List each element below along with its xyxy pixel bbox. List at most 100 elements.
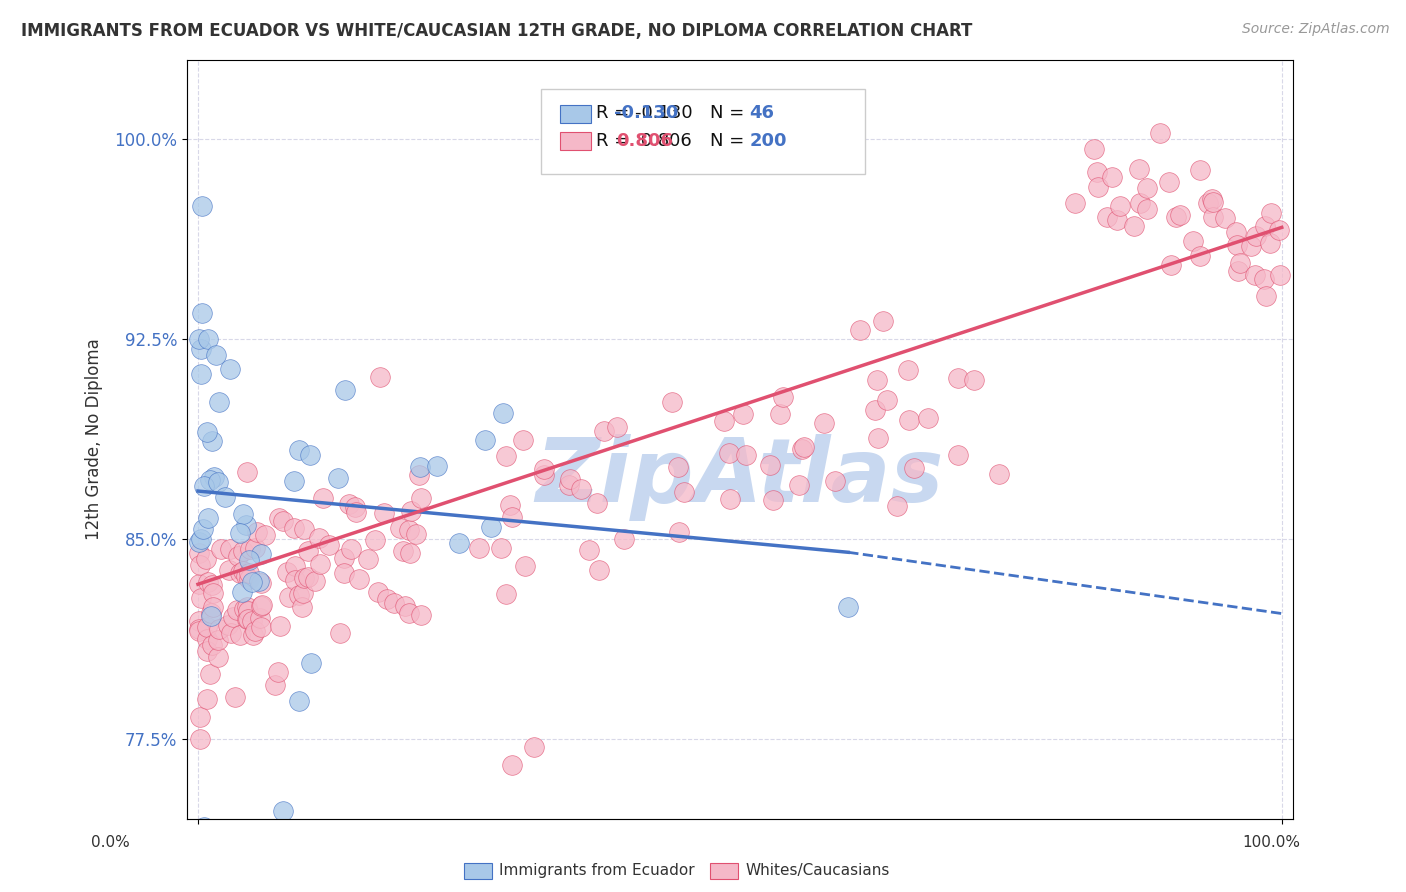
Whites/Caucasians — [188, 624, 211, 639]
Whites/Caucasians — [294, 522, 316, 536]
Text: 46: 46 — [749, 104, 775, 122]
Whites/Caucasians — [515, 559, 537, 574]
Whites/Caucasians — [917, 411, 939, 425]
Whites/Caucasians — [585, 496, 607, 510]
Y-axis label: 12th Grade, No Diploma: 12th Grade, No Diploma — [86, 338, 103, 540]
Whites/Caucasians — [1136, 181, 1159, 195]
Whites/Caucasians — [761, 492, 783, 507]
Whites/Caucasians — [398, 606, 420, 620]
Whites/Caucasians — [188, 615, 211, 629]
Whites/Caucasians — [269, 619, 291, 633]
Whites/Caucasians — [666, 460, 689, 475]
Whites/Caucasians — [1260, 206, 1282, 220]
Whites/Caucasians — [201, 638, 224, 652]
Whites/Caucasians — [271, 514, 294, 528]
Immigrants from Ecuador — [195, 425, 218, 439]
Whites/Caucasians — [1107, 213, 1129, 227]
Text: R =  0.806: R = 0.806 — [596, 132, 692, 150]
Whites/Caucasians — [1064, 195, 1087, 210]
Immigrants from Ecuador — [191, 199, 214, 213]
Immigrants from Ecuador — [479, 520, 502, 534]
Whites/Caucasians — [195, 632, 218, 646]
Whites/Caucasians — [718, 446, 741, 460]
Immigrants from Ecuador — [232, 508, 254, 522]
Whites/Caucasians — [347, 572, 370, 586]
Whites/Caucasians — [613, 532, 636, 546]
Whites/Caucasians — [499, 498, 522, 512]
Whites/Caucasians — [1254, 219, 1277, 234]
Whites/Caucasians — [734, 449, 756, 463]
Whites/Caucasians — [898, 413, 921, 427]
Whites/Caucasians — [1149, 127, 1171, 141]
Immigrants from Ecuador — [188, 332, 211, 346]
Immigrants from Ecuador — [288, 443, 311, 458]
Whites/Caucasians — [668, 524, 690, 539]
Whites/Caucasians — [876, 392, 898, 407]
Whites/Caucasians — [308, 531, 330, 545]
Whites/Caucasians — [1123, 219, 1146, 234]
Whites/Caucasians — [408, 467, 430, 482]
Whites/Caucasians — [357, 551, 380, 566]
Whites/Caucasians — [291, 586, 314, 600]
Whites/Caucasians — [233, 601, 256, 615]
Whites/Caucasians — [245, 541, 267, 555]
Whites/Caucasians — [200, 606, 222, 620]
Immigrants from Ecuador — [193, 522, 215, 536]
Whites/Caucasians — [1226, 237, 1249, 252]
Whites/Caucasians — [963, 374, 986, 388]
Whites/Caucasians — [824, 474, 846, 488]
Immigrants from Ecuador — [837, 599, 859, 614]
Whites/Caucasians — [399, 504, 422, 518]
Whites/Caucasians — [239, 542, 262, 557]
Whites/Caucasians — [297, 570, 319, 584]
Whites/Caucasians — [224, 690, 246, 704]
Immigrants from Ecuador — [299, 657, 322, 671]
Whites/Caucasians — [1270, 268, 1292, 283]
Immigrants from Ecuador — [193, 479, 215, 493]
Whites/Caucasians — [200, 667, 222, 681]
Immigrants from Ecuador — [191, 305, 214, 319]
Whites/Caucasians — [188, 710, 211, 724]
Whites/Caucasians — [903, 461, 925, 475]
Whites/Caucasians — [1166, 210, 1188, 224]
Whites/Caucasians — [495, 449, 517, 463]
Text: ZipAtlas: ZipAtlas — [536, 434, 943, 521]
Immigrants from Ecuador — [214, 490, 236, 504]
Whites/Caucasians — [292, 570, 315, 584]
Whites/Caucasians — [1244, 229, 1267, 244]
Whites/Caucasians — [188, 558, 211, 573]
Whites/Caucasians — [606, 420, 628, 434]
Whites/Caucasians — [411, 491, 433, 505]
Whites/Caucasians — [1085, 165, 1108, 179]
Whites/Caucasians — [946, 371, 969, 385]
Whites/Caucasians — [1197, 196, 1219, 211]
Whites/Caucasians — [238, 572, 260, 586]
Whites/Caucasians — [188, 622, 211, 636]
Whites/Caucasians — [501, 510, 523, 524]
Whites/Caucasians — [848, 323, 870, 337]
Whites/Caucasians — [1253, 272, 1275, 286]
Whites/Caucasians — [1097, 211, 1119, 225]
Immigrants from Ecuador — [188, 535, 211, 549]
Whites/Caucasians — [491, 541, 513, 555]
Text: Immigrants from Ecuador: Immigrants from Ecuador — [499, 863, 695, 878]
Whites/Caucasians — [1129, 196, 1152, 211]
Whites/Caucasians — [1083, 142, 1105, 156]
Whites/Caucasians — [235, 569, 257, 583]
Whites/Caucasians — [872, 314, 894, 328]
Immigrants from Ecuador — [207, 475, 229, 490]
Whites/Caucasians — [297, 543, 319, 558]
Whites/Caucasians — [242, 628, 264, 642]
Whites/Caucasians — [225, 603, 247, 617]
Whites/Caucasians — [312, 491, 335, 506]
Whites/Caucasians — [793, 441, 815, 455]
Immigrants from Ecuador — [287, 694, 309, 708]
Immigrants from Ecuador — [240, 575, 263, 590]
Whites/Caucasians — [897, 363, 920, 377]
Whites/Caucasians — [1227, 263, 1250, 277]
Whites/Caucasians — [217, 617, 239, 632]
Whites/Caucasians — [195, 643, 218, 657]
Immigrants from Ecuador — [235, 518, 257, 533]
Whites/Caucasians — [382, 596, 405, 610]
Immigrants from Ecuador — [426, 459, 449, 474]
